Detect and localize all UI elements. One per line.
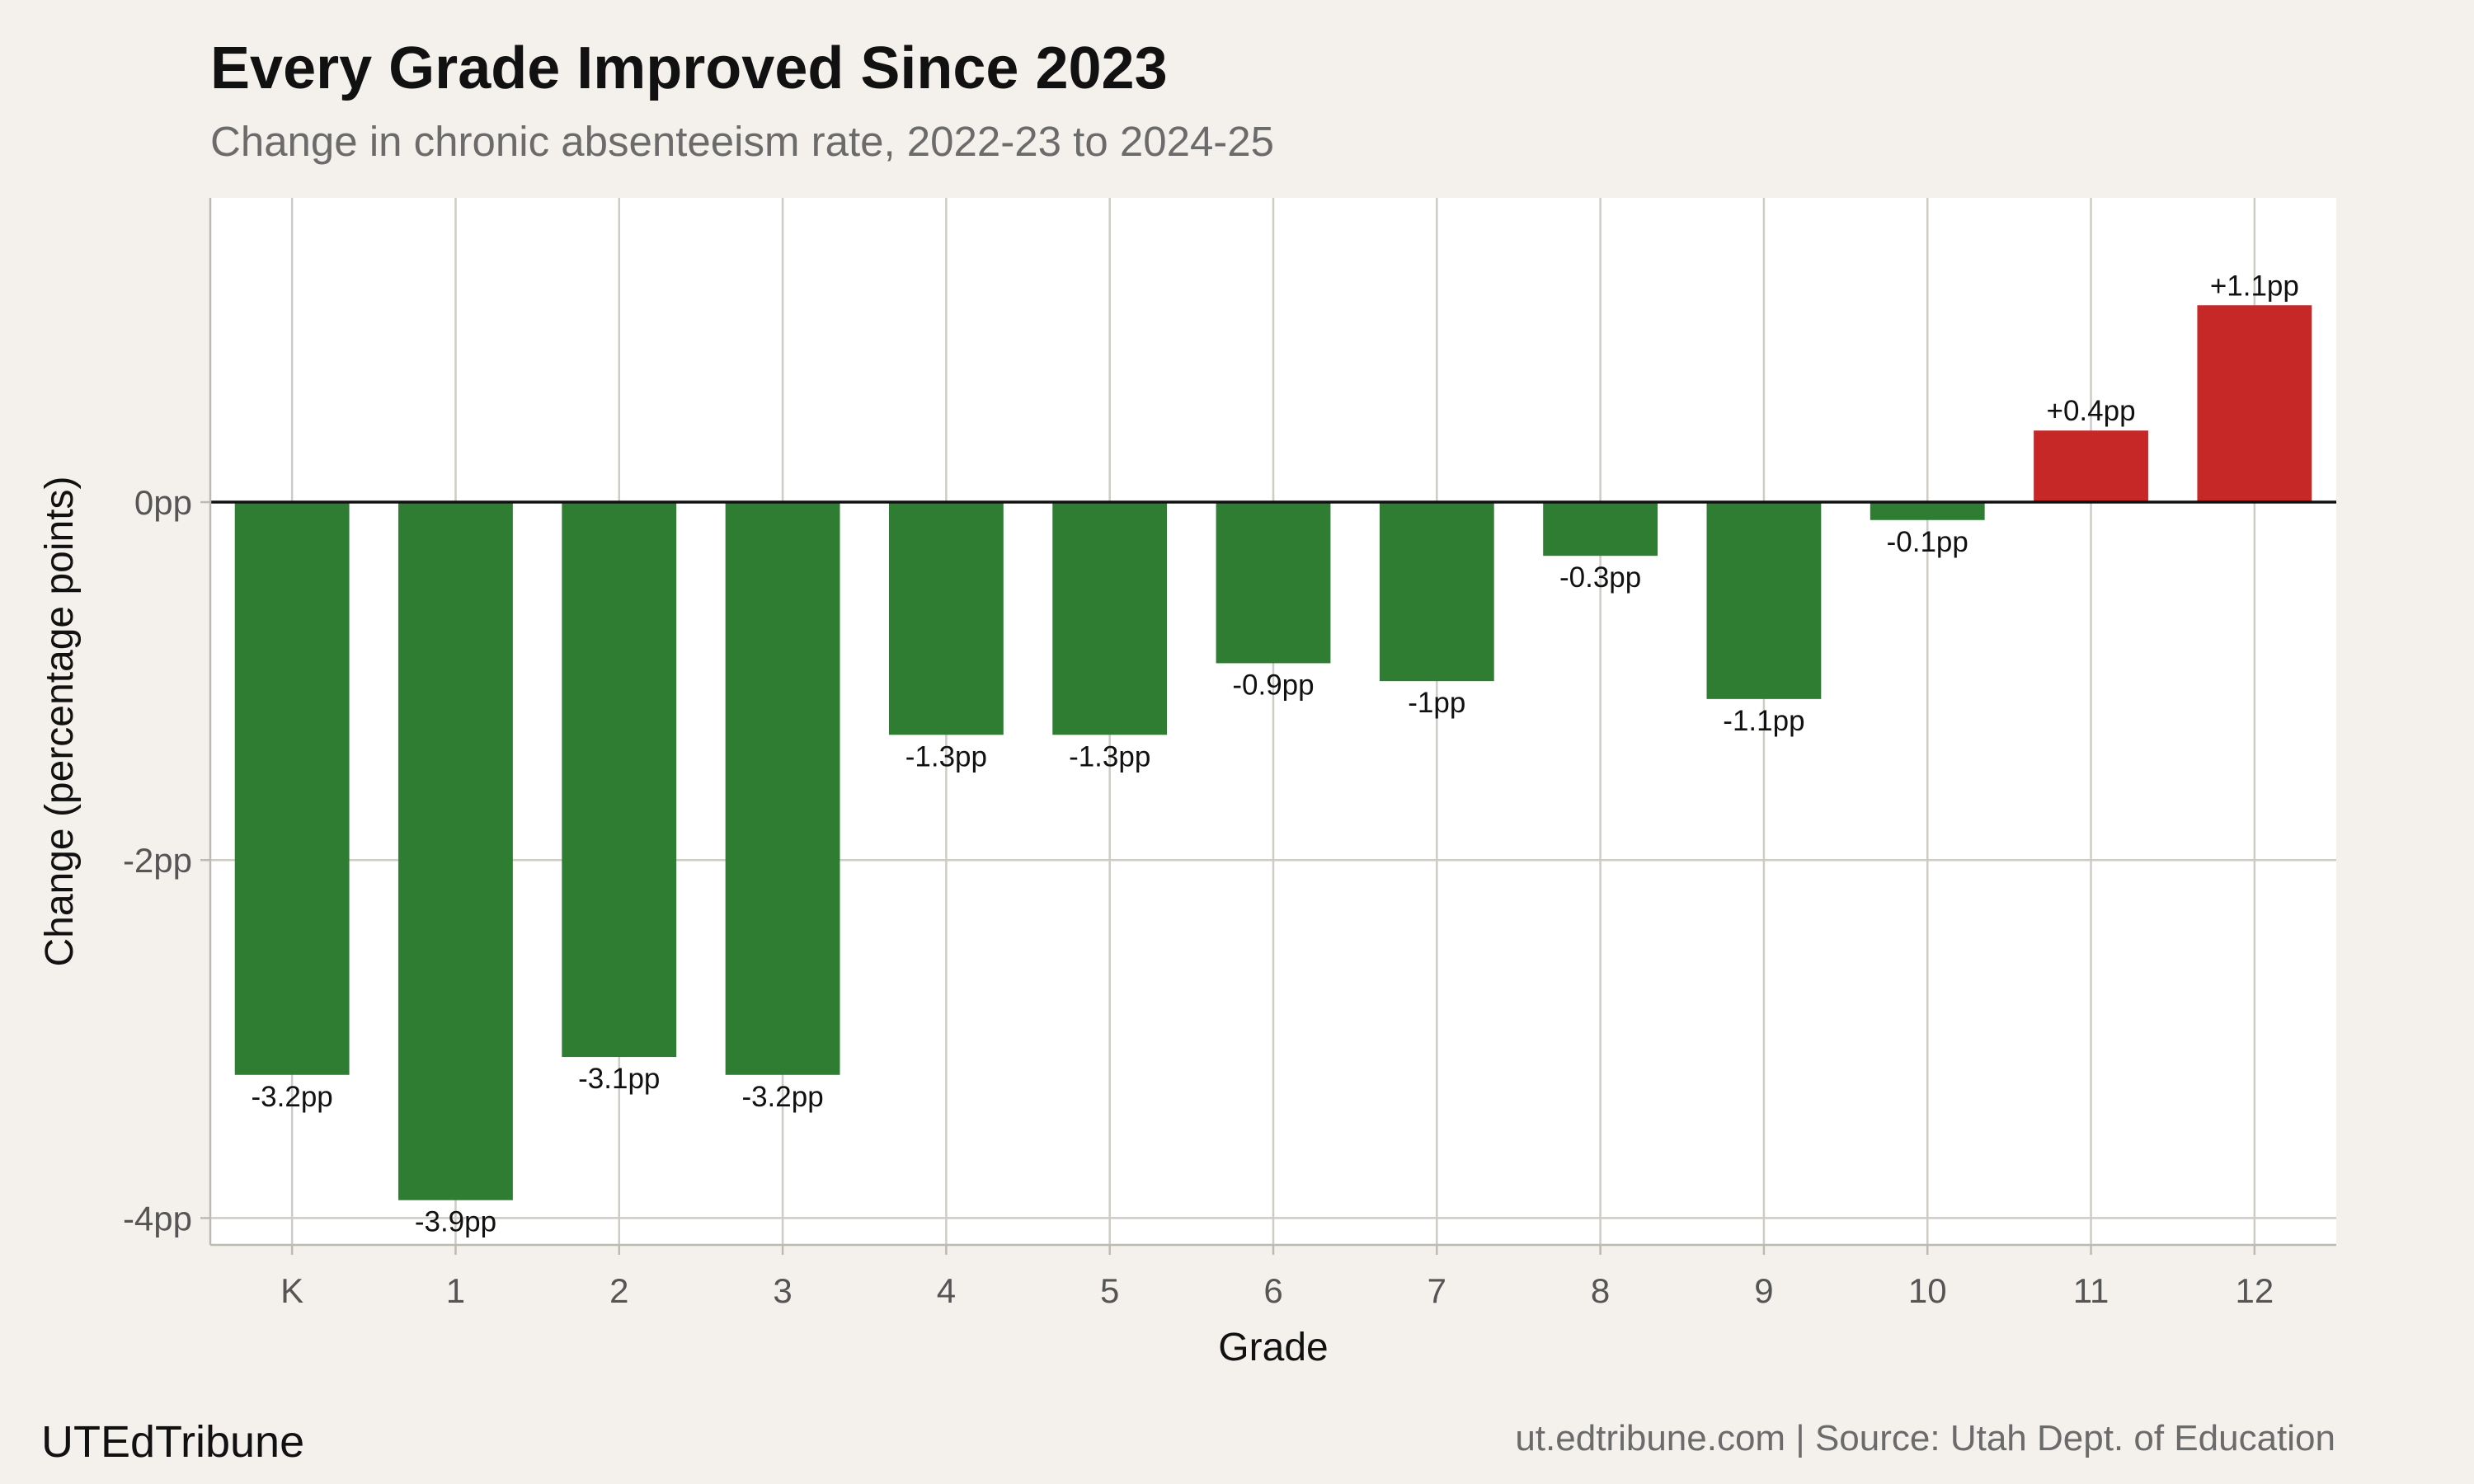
x-tick-label-5: 5 (1100, 1271, 1119, 1310)
x-tick-label-9: 9 (1754, 1271, 1773, 1310)
data-label-grade-9: -1.1pp (1723, 705, 1804, 737)
data-label-grade-11: +0.4pp (2047, 395, 2136, 427)
chart-subtitle: Change in chronic absenteeism rate, 2022… (210, 118, 1275, 165)
bar-grade-5 (1052, 502, 1168, 735)
x-tick-label-10: 10 (1908, 1271, 1947, 1310)
data-label-grade-1: -3.9pp (415, 1206, 496, 1238)
bar-grade-3 (725, 502, 840, 1075)
bar-grade-12 (2197, 305, 2312, 503)
data-label-grade-K: -3.2pp (252, 1081, 333, 1113)
data-label-grade-12: +1.1pp (2210, 270, 2299, 302)
data-labels-layer: -3.2pp -3.9pp -3.1pp -3.2pp -1.3pp -1.3pp -0.9… (252, 270, 2299, 1237)
data-label-grade-5: -1.3pp (1069, 740, 1150, 773)
bar-grade-K (234, 502, 350, 1075)
x-tick-label-8: 8 (1591, 1271, 1610, 1310)
x-tick-label-1: 1 (446, 1271, 465, 1310)
data-label-grade-10: -0.1pp (1887, 526, 1968, 558)
chart-title: Every Grade Improved Since 2023 (210, 35, 1168, 101)
x-tick-label-3: 3 (773, 1271, 792, 1310)
data-label-grade-3: -3.2pp (741, 1081, 823, 1113)
x-tick-label-4: 4 (937, 1271, 956, 1310)
x-tick-label-12: 12 (2235, 1271, 2274, 1310)
x-tick-label-7: 7 (1427, 1271, 1446, 1310)
y-axis-title: Change (percentage points) (38, 476, 82, 966)
data-label-grade-6: -0.9pp (1232, 669, 1314, 701)
bar-grade-11 (2034, 430, 2148, 503)
data-label-grade-2: -3.1pp (578, 1063, 660, 1095)
bar-grade-7 (1379, 502, 1494, 682)
y-tick-label: -4pp (123, 1199, 192, 1237)
brand-name: UTEdTribune (41, 1417, 305, 1467)
bar-grade-2 (562, 502, 677, 1058)
source-credit: ut.edtribune.com | Source: Utah Dept. of… (1515, 1418, 2335, 1458)
x-tick-label-2: 2 (609, 1271, 628, 1310)
data-label-grade-8: -0.3pp (1559, 561, 1641, 594)
data-label-grade-4: -1.3pp (905, 740, 987, 773)
x-tick-label-K: K (280, 1271, 303, 1310)
data-label-grade-7: -1pp (1408, 687, 1465, 719)
x-tick-label-6: 6 (1263, 1271, 1282, 1310)
bar-grade-9 (1706, 502, 1822, 699)
bars-layer (234, 305, 2312, 1200)
bar-grade-8 (1543, 502, 1658, 556)
x-tick-label-11: 11 (2073, 1271, 2109, 1310)
bar-grade-4 (888, 502, 1004, 735)
bar-grade-10 (1870, 502, 1985, 520)
y-tick-label: 0pp (134, 483, 192, 522)
bar-grade-6 (1216, 502, 1331, 664)
bar-grade-1 (398, 502, 513, 1200)
x-axis-title: Grade (1218, 1326, 1328, 1369)
y-tick-label: -2pp (123, 841, 192, 880)
